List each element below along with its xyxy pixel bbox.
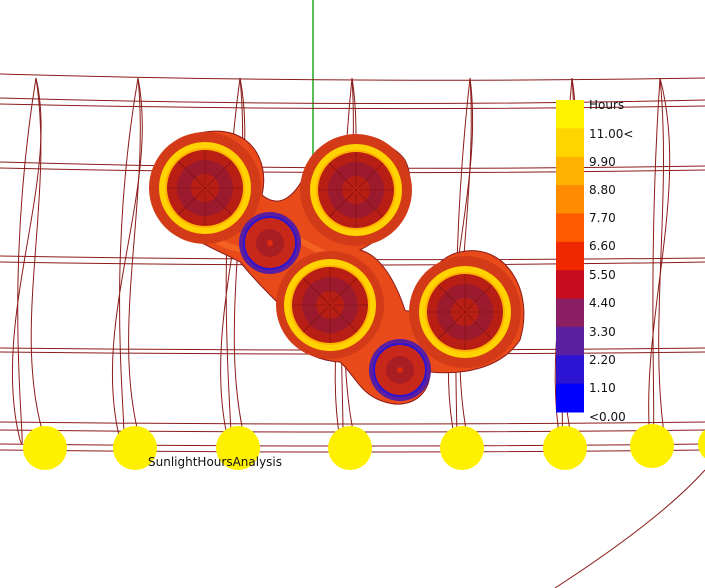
legend-swatch (556, 156, 584, 186)
legend-label: 11.00< (589, 127, 634, 141)
building-2 (300, 134, 412, 246)
building-1 (149, 132, 261, 244)
analysis-label: SunlightHoursAnalysis (148, 455, 283, 469)
legend-swatch (556, 355, 584, 385)
legend-swatch (556, 298, 584, 328)
legend-label: 5.50 (589, 268, 616, 282)
building-3 (276, 251, 384, 359)
sun-marker (23, 426, 67, 470)
legend-swatch (556, 213, 584, 243)
sun-markers (23, 424, 705, 470)
legend-swatch (556, 241, 584, 271)
legend-swatch (556, 270, 584, 300)
building-6 (369, 339, 431, 401)
legend-label: 2.20 (589, 353, 616, 367)
legend-swatch (556, 185, 584, 214)
legend-swatch (556, 326, 584, 356)
sun-marker (113, 426, 157, 470)
legend-label: 6.60 (589, 239, 616, 253)
building-5 (239, 212, 301, 274)
legend-label: 9.90 (589, 155, 616, 169)
legend-label: 4.40 (589, 296, 616, 310)
legend-swatch (556, 100, 584, 129)
legend-swatch (556, 128, 584, 158)
legend-title: Hours (589, 98, 625, 112)
legend-label: <0.00 (589, 410, 626, 424)
sun-marker (440, 426, 484, 470)
sun-marker (698, 429, 705, 459)
legend-swatch (556, 383, 584, 413)
legend-label: 7.70 (589, 211, 616, 225)
legend-label: 1.10 (589, 381, 616, 395)
legend-label: 3.30 (589, 325, 616, 339)
legend-label: 8.80 (589, 183, 616, 197)
sun-marker (543, 426, 587, 470)
sun-marker (328, 426, 372, 470)
building-4 (409, 256, 521, 368)
sun-marker (630, 424, 674, 468)
legend-color-bar (556, 100, 584, 413)
sun-marker (216, 426, 260, 470)
